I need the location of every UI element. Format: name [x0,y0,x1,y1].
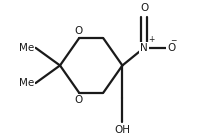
Text: N: N [140,43,148,53]
Text: OH: OH [114,125,130,135]
Text: +: + [148,35,155,44]
Text: −: − [170,36,176,45]
Text: O: O [75,26,83,36]
Text: O: O [140,3,148,13]
Text: Me: Me [19,43,34,53]
Text: O: O [167,43,175,53]
Text: Me: Me [19,78,34,88]
Text: O: O [75,95,83,105]
